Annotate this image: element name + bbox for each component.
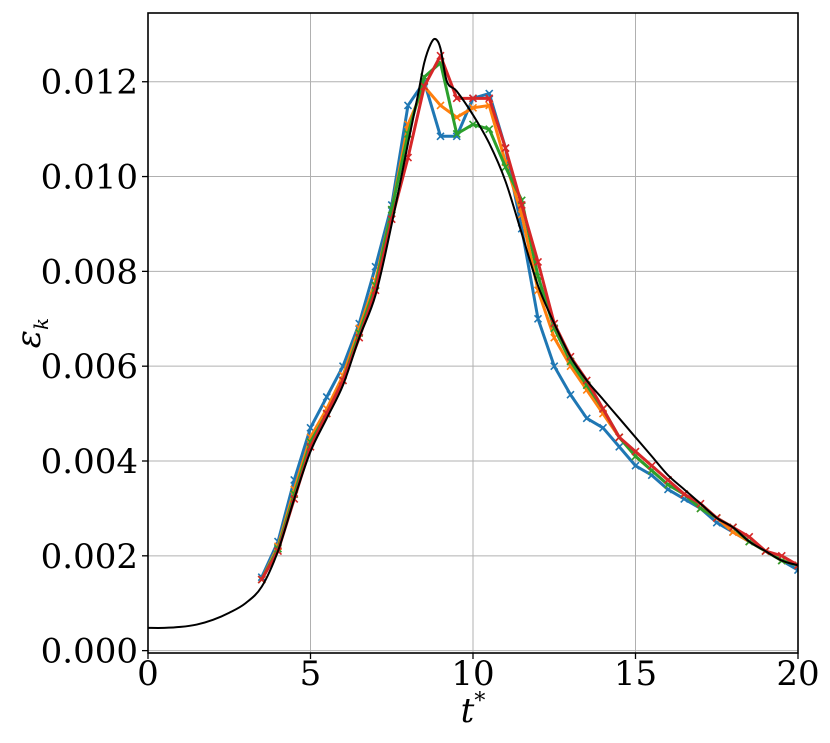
data-point-blue	[533, 314, 543, 323]
y-axis: 0.000 0.002 0.004 0.006 0.008 0.010 0.012	[41, 63, 148, 672]
y-tick-label: 0.006	[41, 347, 138, 387]
data-point-red	[517, 200, 526, 210]
x-tick-label: 5	[300, 654, 322, 694]
data-point-red	[501, 144, 510, 153]
data-point-blue	[550, 362, 559, 371]
data-point-red	[615, 433, 624, 442]
data-point-blue	[582, 414, 591, 423]
data-point-green	[485, 125, 494, 134]
data-point-blue	[615, 442, 624, 451]
y-tick-label: 0.000	[41, 632, 138, 672]
x-tick-label: 0	[137, 654, 159, 694]
data-point-green	[468, 120, 478, 129]
y-axis-label: εk	[9, 318, 53, 348]
data-point-red	[793, 561, 798, 570]
data-point-red	[452, 94, 461, 103]
data-point-blue	[306, 423, 315, 432]
series-line-reference	[148, 37, 798, 629]
series-line-blue	[260, 80, 798, 578]
series-layer	[148, 37, 798, 629]
x-axis-label: t*	[461, 689, 486, 731]
series-reference	[148, 37, 798, 629]
x-axis: 0 5 10 15 20	[137, 653, 820, 694]
data-point-blue	[631, 461, 640, 470]
data-point-green	[452, 129, 461, 138]
x-tick-label: 10	[451, 654, 494, 694]
data-point-red	[777, 551, 786, 560]
data-point-green	[501, 163, 510, 172]
y-tick-label: 0.004	[41, 442, 138, 482]
data-point-red	[533, 257, 543, 266]
y-tick-label: 0.008	[41, 252, 138, 292]
data-point-red	[598, 404, 608, 413]
data-point-red	[631, 447, 640, 456]
data-point-blue	[436, 132, 445, 141]
x-tick-label: 20	[776, 654, 819, 694]
data-point-red	[485, 94, 494, 103]
y-tick-label: 0.012	[41, 63, 138, 103]
data-point-red	[468, 94, 478, 103]
grid	[147, 13, 799, 653]
data-point-red	[322, 409, 331, 418]
y-tick-label: 0.002	[41, 537, 138, 577]
data-point-blue	[598, 423, 608, 432]
data-point-blue	[322, 392, 331, 402]
data-point-blue	[566, 390, 575, 399]
data-point-red	[420, 82, 429, 91]
y-tick-label: 0.010	[41, 158, 138, 198]
data-point-blue	[403, 101, 413, 110]
data-point-red	[647, 461, 656, 470]
x-tick-label: 15	[614, 654, 657, 694]
data-point-orange	[436, 101, 445, 110]
